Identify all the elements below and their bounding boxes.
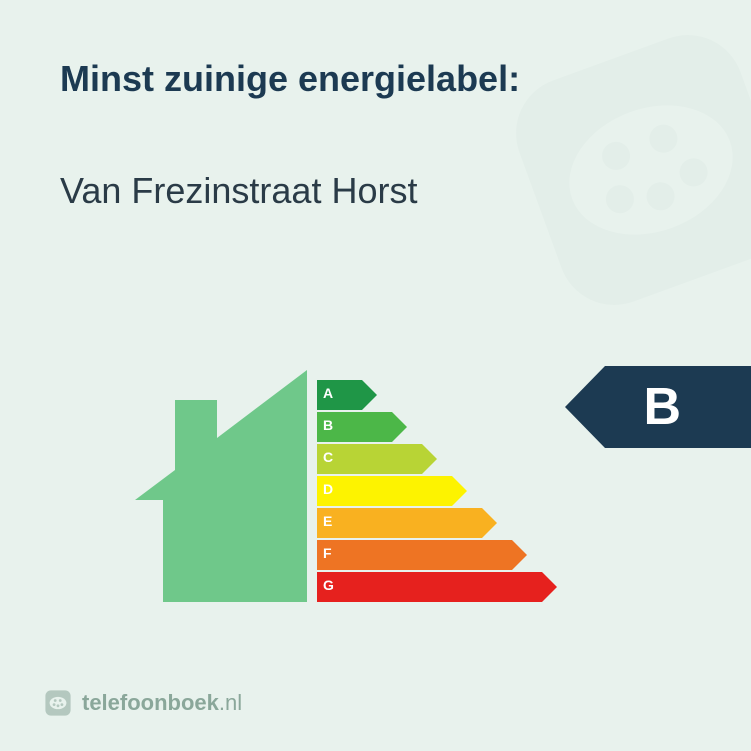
bar-letter: B	[323, 417, 333, 433]
bar-letter: D	[323, 481, 333, 497]
energy-bar-d: D	[317, 476, 542, 506]
brand-name: telefoonboek.nl	[82, 690, 242, 716]
bar-shape	[317, 508, 482, 538]
footer: telefoonboek.nl	[44, 689, 242, 717]
rating-letter: B	[643, 377, 681, 437]
bar-shape	[317, 476, 452, 506]
bar-shape	[317, 540, 512, 570]
energy-bar-e: E	[317, 508, 542, 538]
address-subtitle: Van Frezinstraat Horst	[60, 170, 417, 212]
brand-tld: .nl	[219, 690, 242, 715]
bar-letter: F	[323, 545, 332, 561]
energy-label-chart: ABCDEFG	[135, 370, 605, 610]
energy-bars: ABCDEFG	[317, 380, 542, 604]
house-icon	[135, 370, 307, 602]
bar-shape	[317, 572, 542, 602]
brand-bold: telefoonboek	[82, 690, 219, 715]
watermark-logo	[472, 0, 751, 349]
bar-letter: C	[323, 449, 333, 465]
bar-letter: E	[323, 513, 332, 529]
energy-bar-c: C	[317, 444, 542, 474]
footer-logo-icon	[44, 689, 72, 717]
energy-bar-f: F	[317, 540, 542, 570]
energy-bar-a: A	[317, 380, 542, 410]
page-title: Minst zuinige energielabel:	[60, 58, 520, 100]
rating-badge: B	[605, 366, 751, 448]
energy-bar-g: G	[317, 572, 542, 602]
bar-letter: G	[323, 577, 334, 593]
bar-letter: A	[323, 385, 333, 401]
energy-bar-b: B	[317, 412, 542, 442]
